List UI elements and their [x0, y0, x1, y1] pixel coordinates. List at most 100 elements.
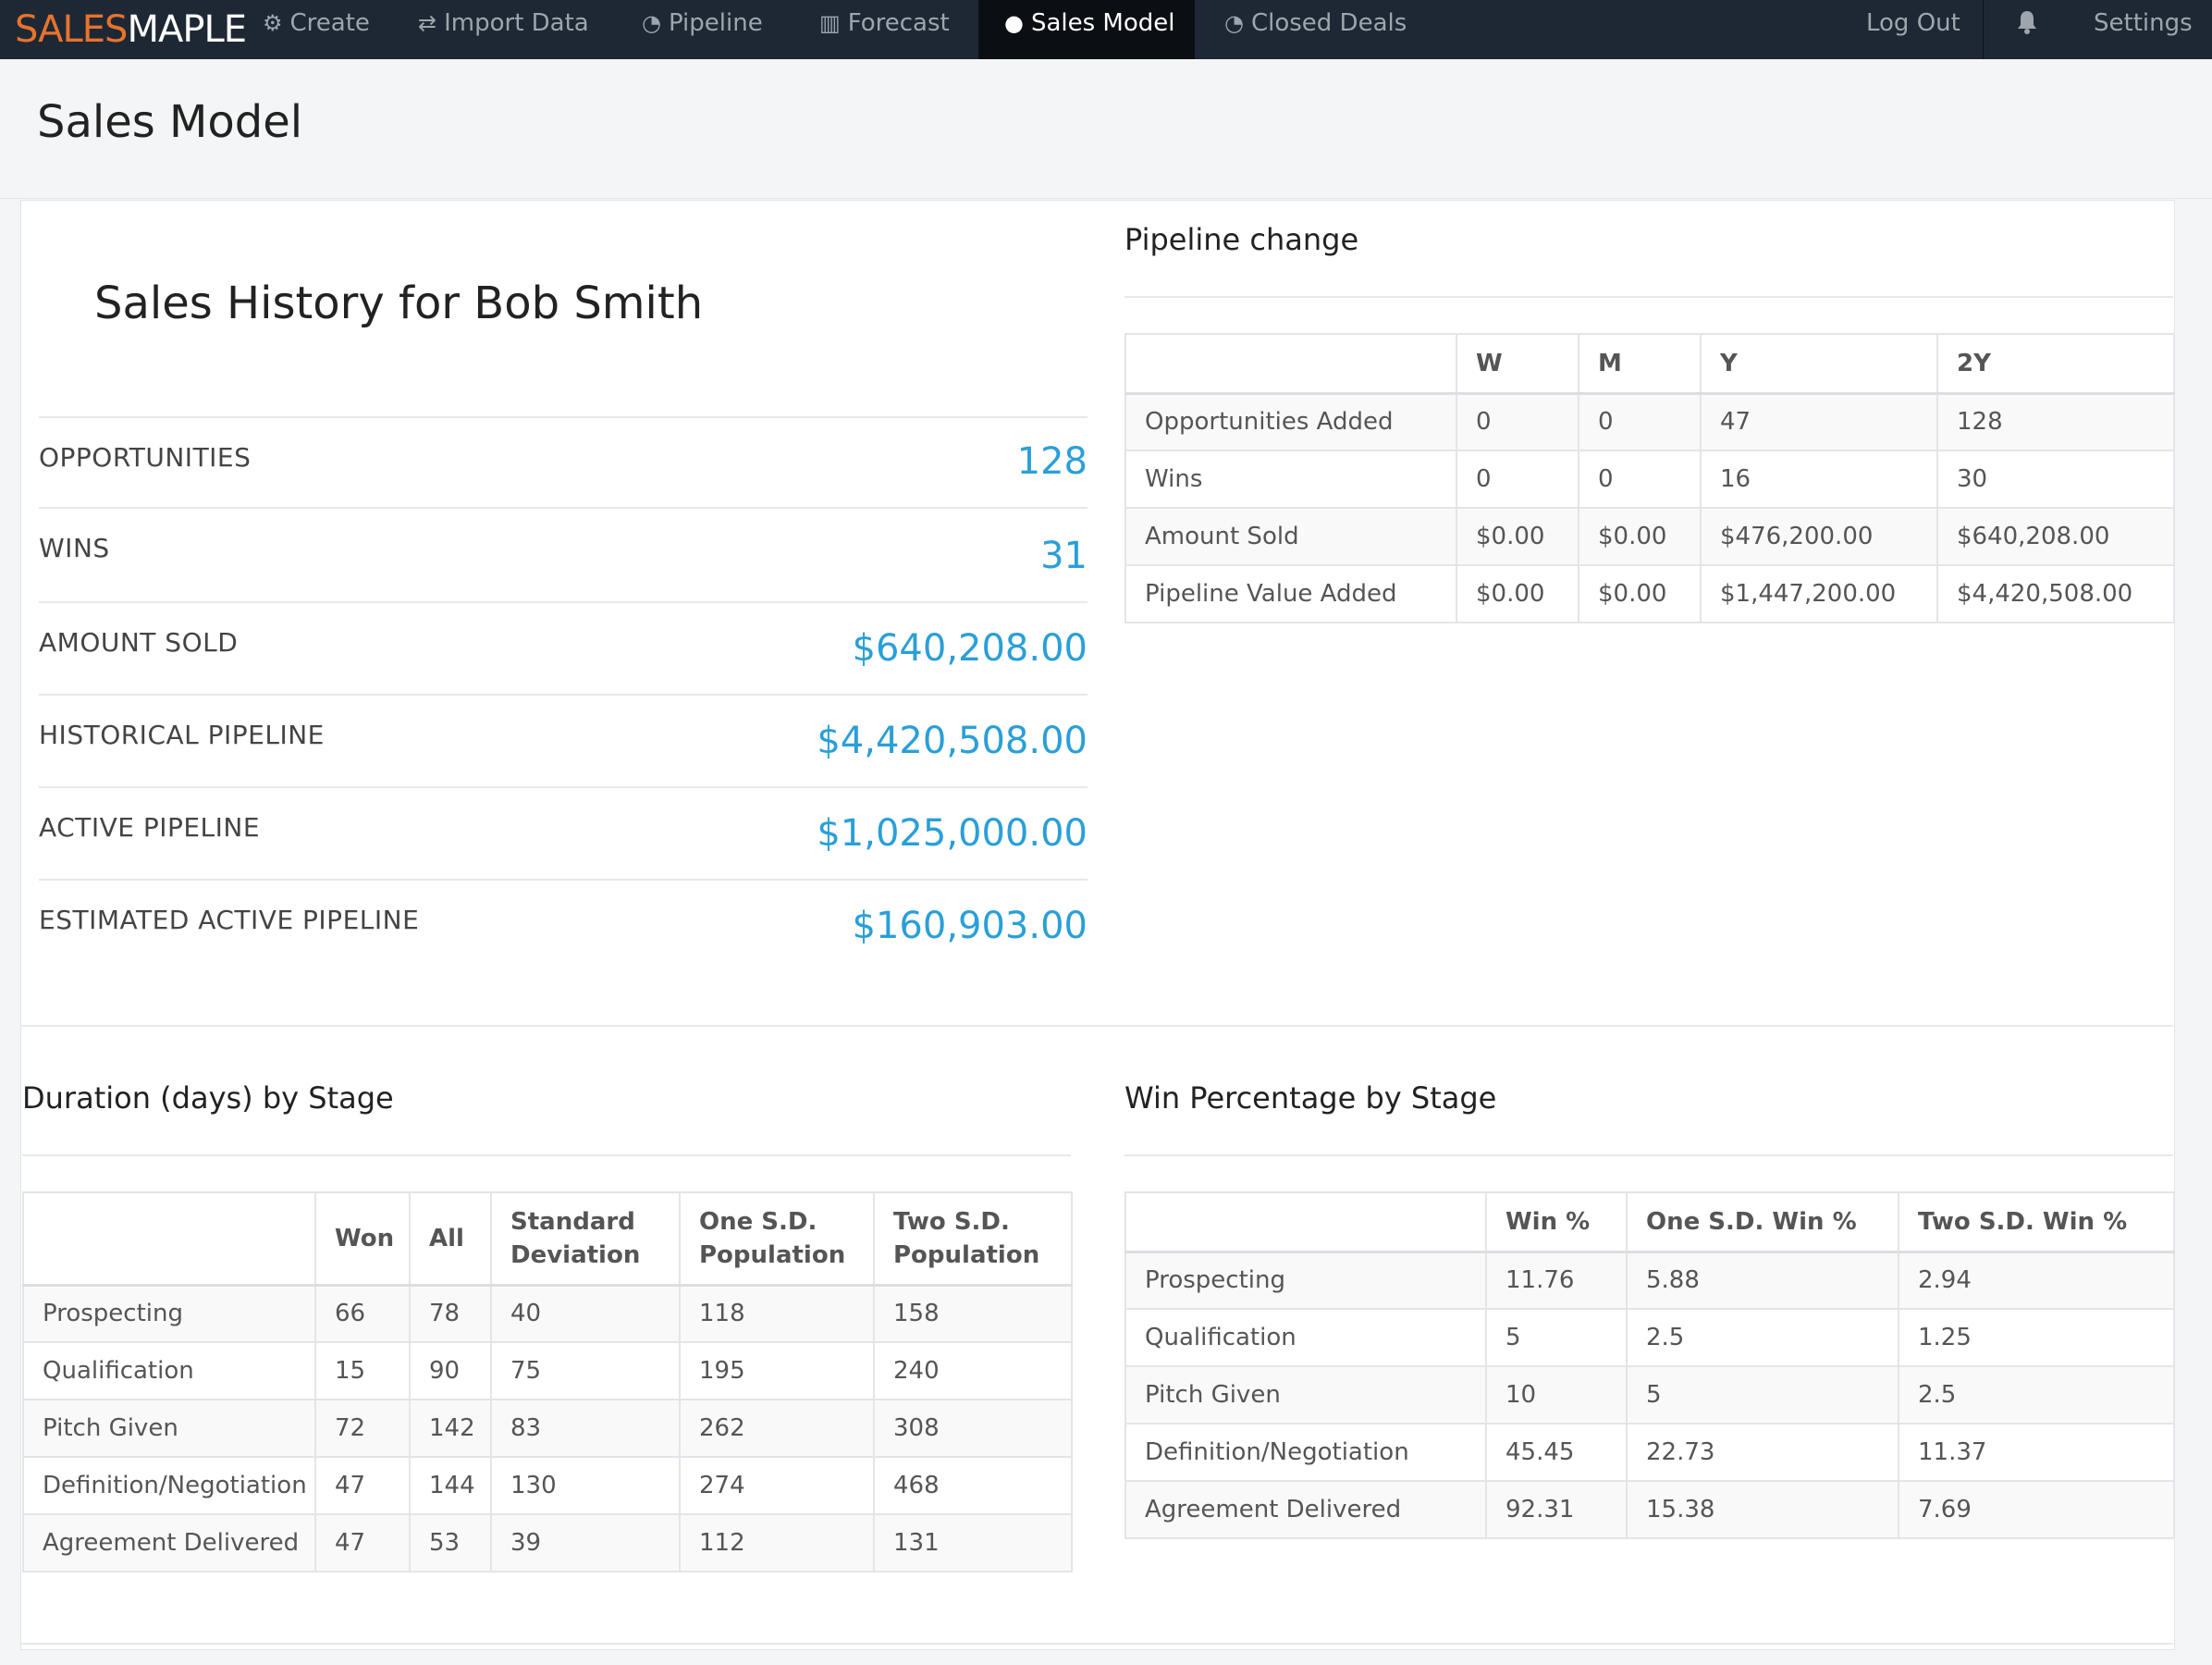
table-cell: 7.69	[1898, 1480, 2175, 1539]
table-row: Agreement Delivered 92.31 15.38 7.69	[1124, 1480, 2175, 1539]
table-cell: $0.00	[1456, 564, 1579, 623]
settings-link[interactable]: Settings	[2094, 9, 2193, 37]
table-cell: Pitch Given	[1124, 1365, 1487, 1424]
pipeline-change-title: Pipeline change	[1124, 222, 1359, 257]
win-percentage-title: Win Percentage by Stage	[1124, 1080, 1497, 1116]
table-row: Prospecting 66 78 40 118 158	[22, 1284, 1073, 1343]
nav-separator	[1983, 0, 1984, 59]
nav-sales-model[interactable]: ● Sales Model	[978, 0, 1195, 59]
table-cell: 274	[679, 1456, 875, 1515]
table-cell: 47	[314, 1513, 411, 1572]
table-cell: 2.94	[1898, 1251, 2175, 1310]
column-header: Win %	[1485, 1191, 1628, 1253]
nav-import-data[interactable]: ⇄ Import Data	[392, 0, 615, 59]
column-header: All	[409, 1191, 492, 1287]
table-cell: 45.45	[1485, 1423, 1628, 1482]
table-cell: 72	[314, 1399, 411, 1458]
stat-wins: WINS 31	[39, 507, 1088, 601]
column-header: Two S.D. Win %	[1898, 1191, 2175, 1253]
table-cell: 47	[314, 1456, 411, 1515]
table-header-row: Won All Standard Deviation One S.D. Popu…	[22, 1191, 1073, 1287]
table-cell: 142	[409, 1399, 492, 1458]
table-row: Amount Sold $0.00 $0.00 $476,200.00 $640…	[1124, 507, 2175, 566]
table-cell: 5	[1485, 1308, 1628, 1367]
brand-logo[interactable]: SALESMAPLE	[15, 4, 247, 56]
table-row: Agreement Delivered 47 53 39 112 131	[22, 1513, 1073, 1572]
table-cell: 5.88	[1626, 1251, 1899, 1310]
table-cell: Wins	[1124, 450, 1457, 509]
exchange-icon: ⇄	[418, 10, 437, 36]
column-header	[22, 1191, 316, 1287]
stat-value: 31	[1040, 535, 1088, 577]
stat-label: ESTIMATED ACTIVE PIPELINE	[39, 905, 420, 935]
nav-import-data-label: Import Data	[444, 9, 589, 37]
sales-history-title: Sales History for Bob Smith	[94, 278, 704, 329]
stat-estimated-active-pipeline: ESTIMATED ACTIVE PIPELINE $160,903.00	[39, 879, 1088, 973]
table-cell: 158	[873, 1284, 1073, 1343]
stat-label: WINS	[39, 533, 110, 563]
table-cell: $476,200.00	[1700, 507, 1938, 566]
table-cell: 90	[409, 1341, 492, 1400]
section-divider	[20, 1025, 2173, 1027]
gear-icon: ⚙	[263, 10, 283, 36]
column-header: Y	[1700, 333, 1938, 395]
table-row: Qualification 15 90 75 195 240	[22, 1341, 1073, 1400]
table-cell: 83	[490, 1399, 681, 1458]
section-rule	[1124, 296, 2173, 298]
column-header: One S.D. Population	[679, 1191, 875, 1287]
table-cell: 75	[490, 1341, 681, 1400]
stat-value: $160,903.00	[852, 905, 1088, 947]
top-navbar: SALESMAPLE ⚙ Create ⇄ Import Data ◔ Pipelin…	[0, 0, 2212, 60]
table-cell: 308	[873, 1399, 1073, 1458]
table-cell: 240	[873, 1341, 1073, 1400]
table-cell: Agreement Delivered	[1124, 1480, 1487, 1539]
table-row: Opportunities Added 0 0 47 128	[1124, 392, 2175, 451]
nav-sales-model-label: Sales Model	[1030, 9, 1175, 37]
table-cell: 0	[1578, 450, 1702, 509]
column-header: M	[1578, 333, 1702, 395]
pipeline-change-table: W M Y 2Y Opportunities Added 0 0 47 128 …	[1124, 333, 2175, 623]
column-header: One S.D. Win %	[1626, 1191, 1899, 1253]
duration-table: Won All Standard Deviation One S.D. Popu…	[22, 1191, 1073, 1572]
table-cell: 468	[873, 1456, 1073, 1515]
table-cell: 11.37	[1898, 1423, 2175, 1482]
column-header: Won	[314, 1191, 411, 1287]
table-cell: 10	[1485, 1365, 1628, 1424]
column-header	[1124, 333, 1457, 395]
table-cell: 128	[1936, 392, 2175, 451]
stat-amount-sold: AMOUNT SOLD $640,208.00	[39, 601, 1088, 696]
table-row: Prospecting 11.76 5.88 2.94	[1124, 1251, 2175, 1310]
table-cell: $0.00	[1456, 507, 1579, 566]
nav-create[interactable]: ⚙ Create	[237, 0, 396, 59]
table-cell: $1,447,200.00	[1700, 564, 1938, 623]
dashboard-icon: ◔	[642, 10, 661, 36]
table-cell: 0	[1456, 450, 1579, 509]
table-row: Pitch Given 10 5 2.5	[1124, 1365, 2175, 1424]
nav-forecast[interactable]: ▥ Forecast	[793, 0, 976, 59]
table-cell: 78	[409, 1284, 492, 1343]
table-cell: 47	[1700, 392, 1938, 451]
notifications-button[interactable]	[2001, 0, 2053, 59]
table-cell: 15	[314, 1341, 411, 1400]
stat-opportunities: OPPORTUNITIES 128	[39, 416, 1088, 511]
section-rule	[1124, 1154, 2173, 1156]
table-cell: 0	[1456, 392, 1579, 451]
logout-link[interactable]: Log Out	[1866, 9, 1960, 37]
stat-value: $4,420,508.00	[817, 720, 1088, 762]
bottom-divider	[20, 1643, 2173, 1645]
table-cell: 2.5	[1898, 1365, 2175, 1424]
table-cell: Prospecting	[22, 1284, 316, 1343]
stat-historical-pipeline: HISTORICAL PIPELINE $4,420,508.00	[39, 694, 1088, 788]
nav-pipeline[interactable]: ◔ Pipeline	[616, 0, 789, 59]
table-cell: Definition/Negotiation	[1124, 1423, 1487, 1482]
win-percentage-table: Win % One S.D. Win % Two S.D. Win % Pros…	[1124, 1191, 2175, 1539]
table-row: Qualification 5 2.5 1.25	[1124, 1308, 2175, 1367]
table-cell: $0.00	[1578, 507, 1702, 566]
table-cell: Prospecting	[1124, 1251, 1487, 1310]
table-cell: 1.25	[1898, 1308, 2175, 1367]
table-row: Definition/Negotiation 47 144 130 274 46…	[22, 1456, 1073, 1515]
table-cell: $640,208.00	[1936, 507, 2175, 566]
table-cell: 66	[314, 1284, 411, 1343]
nav-closed-deals[interactable]: ◔ Closed Deals	[1198, 0, 1432, 59]
column-header	[1124, 1191, 1487, 1253]
